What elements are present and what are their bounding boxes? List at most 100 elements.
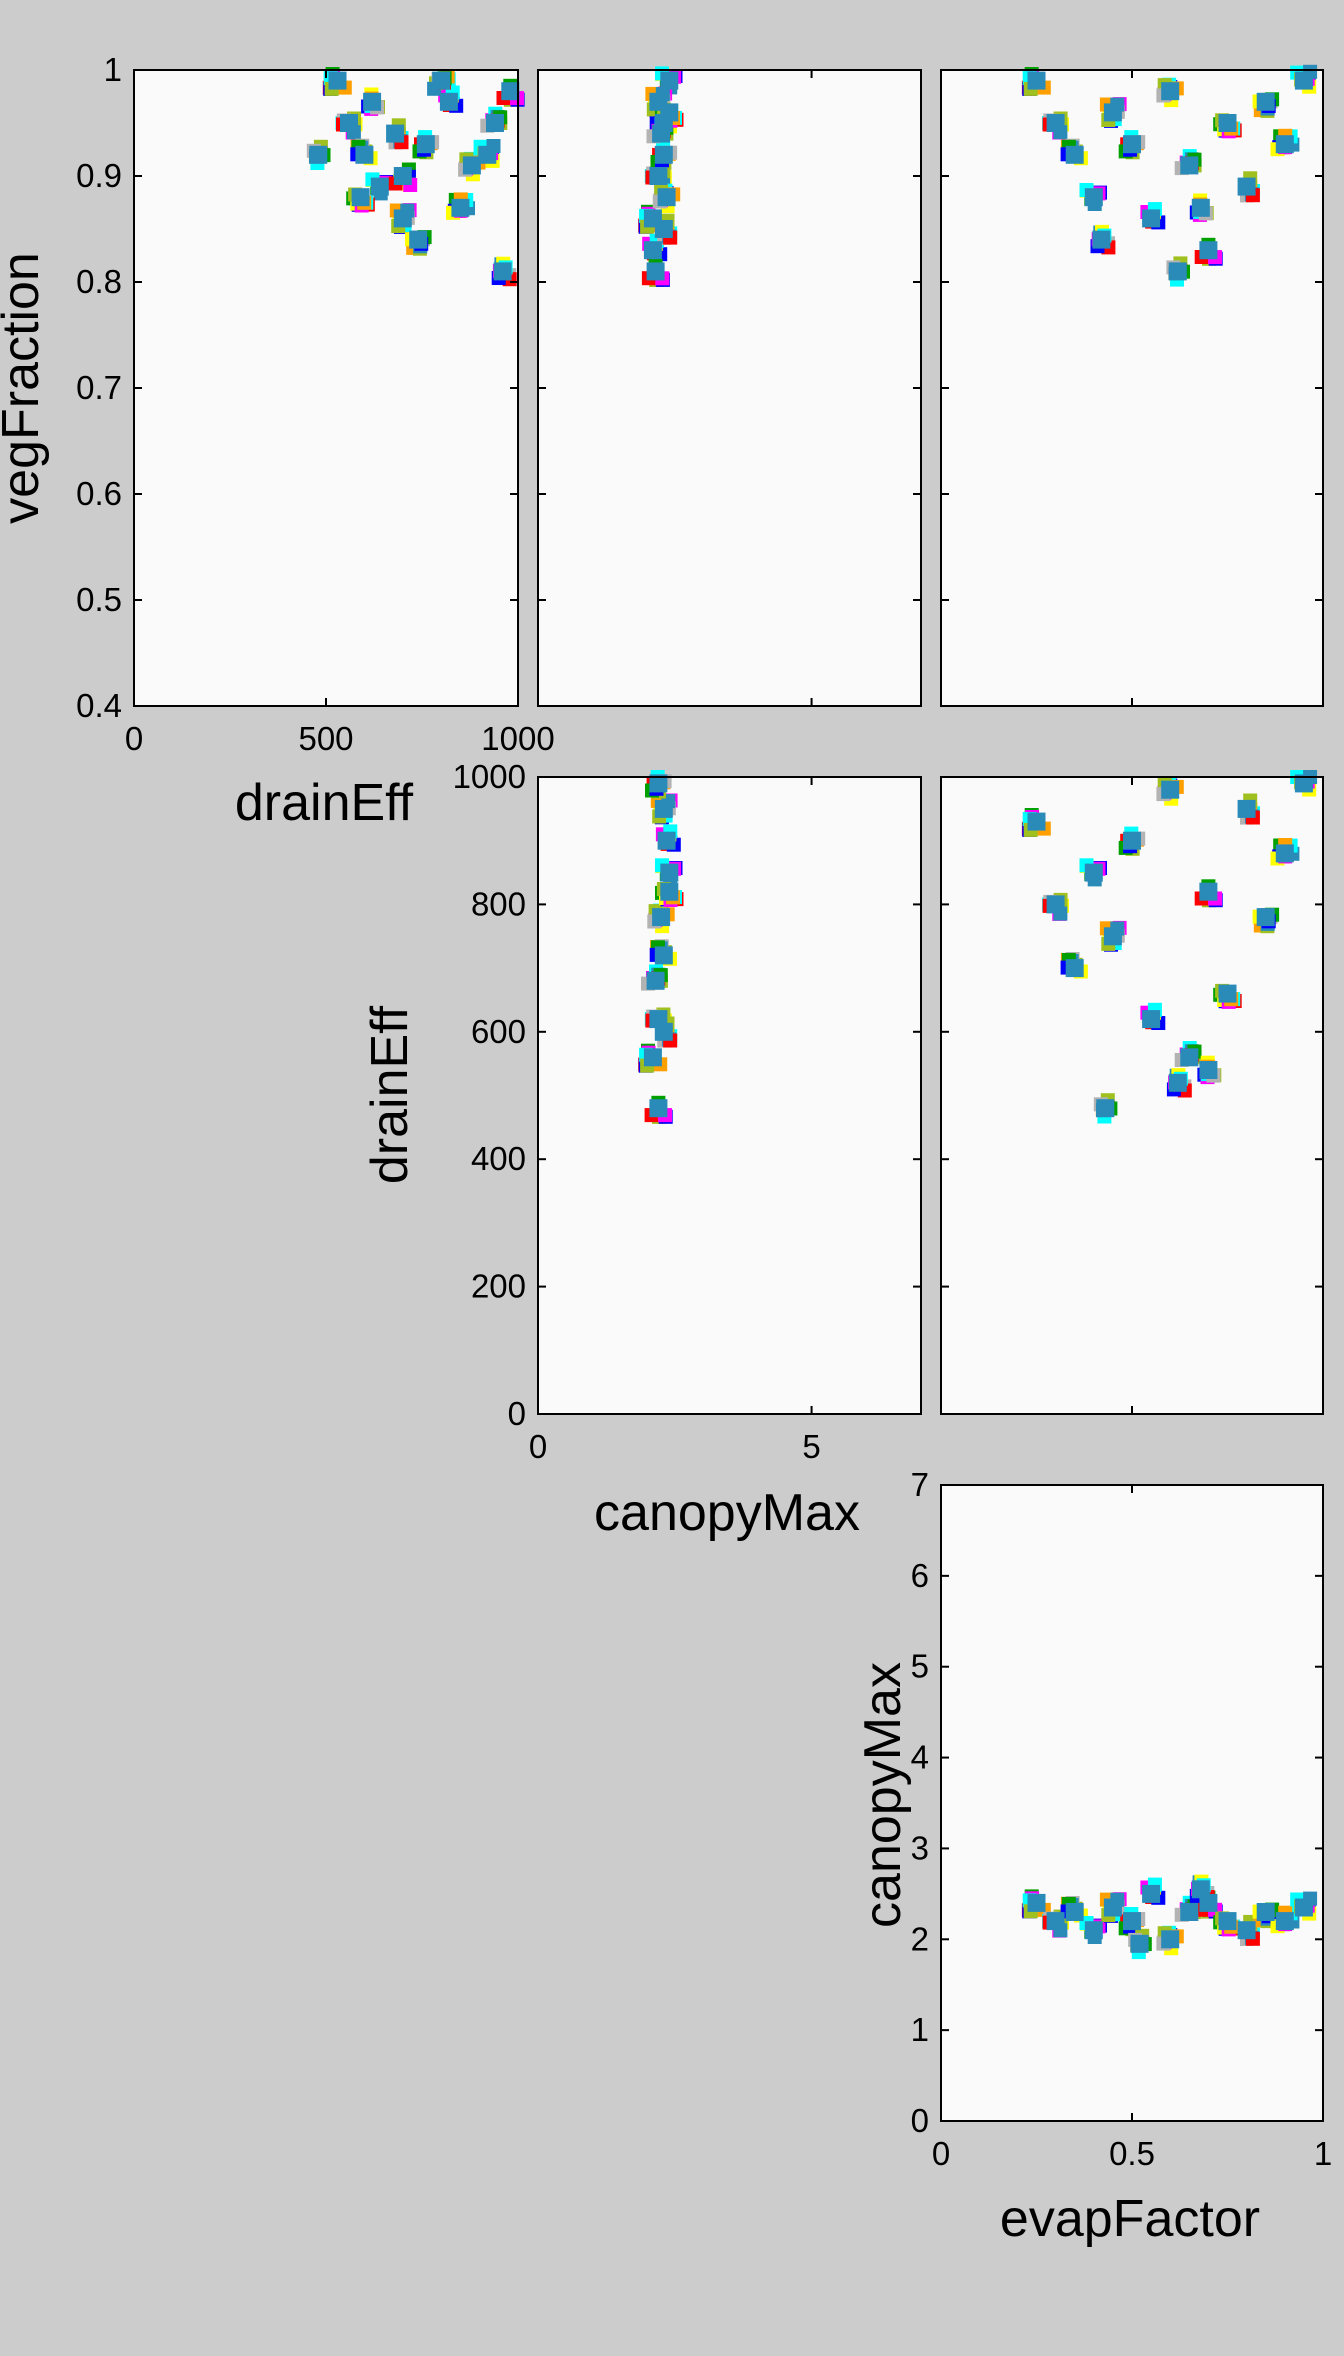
data-point: [660, 71, 679, 90]
x-tick-label: 1: [1314, 2135, 1332, 2172]
plot-area: [941, 777, 1323, 1414]
data-point: [432, 71, 451, 90]
data-point: [652, 124, 671, 143]
data-point: [1065, 959, 1084, 978]
data-point: [351, 188, 370, 207]
data-point: [1199, 882, 1218, 901]
x-tick-label: 0: [529, 1428, 547, 1465]
x-tick-label: 0.5: [1109, 2135, 1155, 2172]
data-point: [386, 124, 405, 143]
data-point: [1237, 1921, 1256, 1940]
panel-evapFactor-vs-canopyMax: 0 1 2 3 4 5 6 7 0 0.5 1 evapFactor canopyMax: [854, 1466, 1332, 2248]
data-point: [486, 114, 504, 132]
x-tick-label: 1000: [481, 720, 554, 757]
data-point: [1027, 1893, 1046, 1912]
y-tick-label: 0.7: [76, 369, 122, 406]
data-point: [1123, 831, 1141, 850]
data-point: [1065, 1903, 1084, 1921]
data-point: [1103, 1898, 1122, 1917]
data-point: [393, 167, 412, 185]
y-axis-title: vegFraction: [0, 252, 50, 524]
data-point: [1027, 71, 1046, 90]
y-axis-title: drainEff: [361, 1005, 419, 1184]
y-axis-title: canopyMax: [854, 1662, 912, 1928]
data-point: [643, 1048, 662, 1067]
data-point: [1046, 114, 1065, 132]
x-axis-title: canopyMax: [594, 1484, 860, 1542]
y-tick-label: 600: [471, 1013, 526, 1050]
plot-area: [538, 70, 921, 706]
data-point: [1161, 780, 1180, 799]
data-point: [654, 145, 673, 164]
data-point: [649, 167, 668, 185]
y-tick-label: 0: [508, 1395, 526, 1432]
data-point: [1027, 812, 1046, 831]
data-point: [660, 882, 679, 901]
data-point: [1199, 1893, 1218, 1912]
data-point: [1130, 1934, 1149, 1953]
data-point: [1294, 1898, 1313, 1917]
data-point: [1237, 799, 1256, 818]
data-point: [1084, 188, 1103, 207]
data-point: [501, 82, 520, 101]
data-point: [1191, 198, 1210, 217]
data-point: [462, 156, 481, 175]
data-point: [654, 946, 673, 965]
data-point: [657, 831, 676, 850]
plot-area: [941, 70, 1323, 706]
panel-canopyMax-vs-drainEff: 0 200 400 600 800 1000 0 5 canopyMax drainEff: [361, 758, 922, 1542]
data-point: [363, 92, 382, 111]
data-point: [1103, 103, 1122, 122]
data-point: [654, 799, 673, 818]
data-point: [1199, 1061, 1218, 1079]
data-point: [660, 103, 679, 122]
data-point: [340, 114, 358, 132]
data-point: [1046, 1912, 1065, 1931]
data-point: [1275, 844, 1294, 863]
plot-area: [134, 70, 518, 706]
data-point: [1237, 177, 1256, 196]
data-point: [416, 135, 435, 154]
y-tick-label: 2: [911, 1920, 929, 1957]
data-point: [1084, 1921, 1103, 1940]
plot-area: [538, 777, 921, 1414]
data-point: [1168, 262, 1187, 281]
data-point: [451, 198, 470, 217]
data-point: [1046, 895, 1065, 914]
data-point: [646, 262, 665, 281]
y-tick-label: 1: [104, 51, 122, 88]
data-point: [493, 262, 512, 281]
data-point: [393, 209, 412, 228]
y-tick-label: 5: [911, 1648, 929, 1685]
data-point: [309, 145, 328, 164]
data-point: [1084, 863, 1103, 882]
data-point: [660, 863, 679, 882]
y-tick-label: 0.5: [76, 581, 122, 618]
panel-canopyMax-vs-vegFraction: [537, 66, 922, 707]
data-point: [1218, 114, 1237, 132]
axes-frame: [537, 776, 922, 1415]
data-point: [1199, 241, 1218, 260]
data-point: [1168, 1073, 1187, 1092]
data-point: [657, 188, 676, 207]
data-point: [1218, 984, 1237, 1003]
y-tick-label: 0: [911, 2102, 929, 2139]
data-point: [409, 230, 428, 249]
data-point: [1142, 1010, 1161, 1029]
y-tick-label: 200: [471, 1268, 526, 1305]
y-tick-label: 1000: [453, 758, 526, 795]
data-point: [1142, 209, 1161, 228]
data-point: [1096, 1099, 1115, 1118]
data-point: [1103, 927, 1122, 946]
data-point: [646, 971, 665, 990]
data-point: [1218, 1912, 1237, 1931]
data-point: [649, 774, 668, 793]
data-point: [370, 177, 389, 196]
panel-evapFactor-vs-drainEff: [940, 770, 1324, 1415]
data-point: [328, 71, 347, 90]
data-point: [1065, 145, 1084, 164]
panel-evapFactor-vs-vegFraction: [940, 64, 1324, 707]
data-point: [1256, 92, 1275, 111]
data-point: [1142, 1884, 1161, 1903]
